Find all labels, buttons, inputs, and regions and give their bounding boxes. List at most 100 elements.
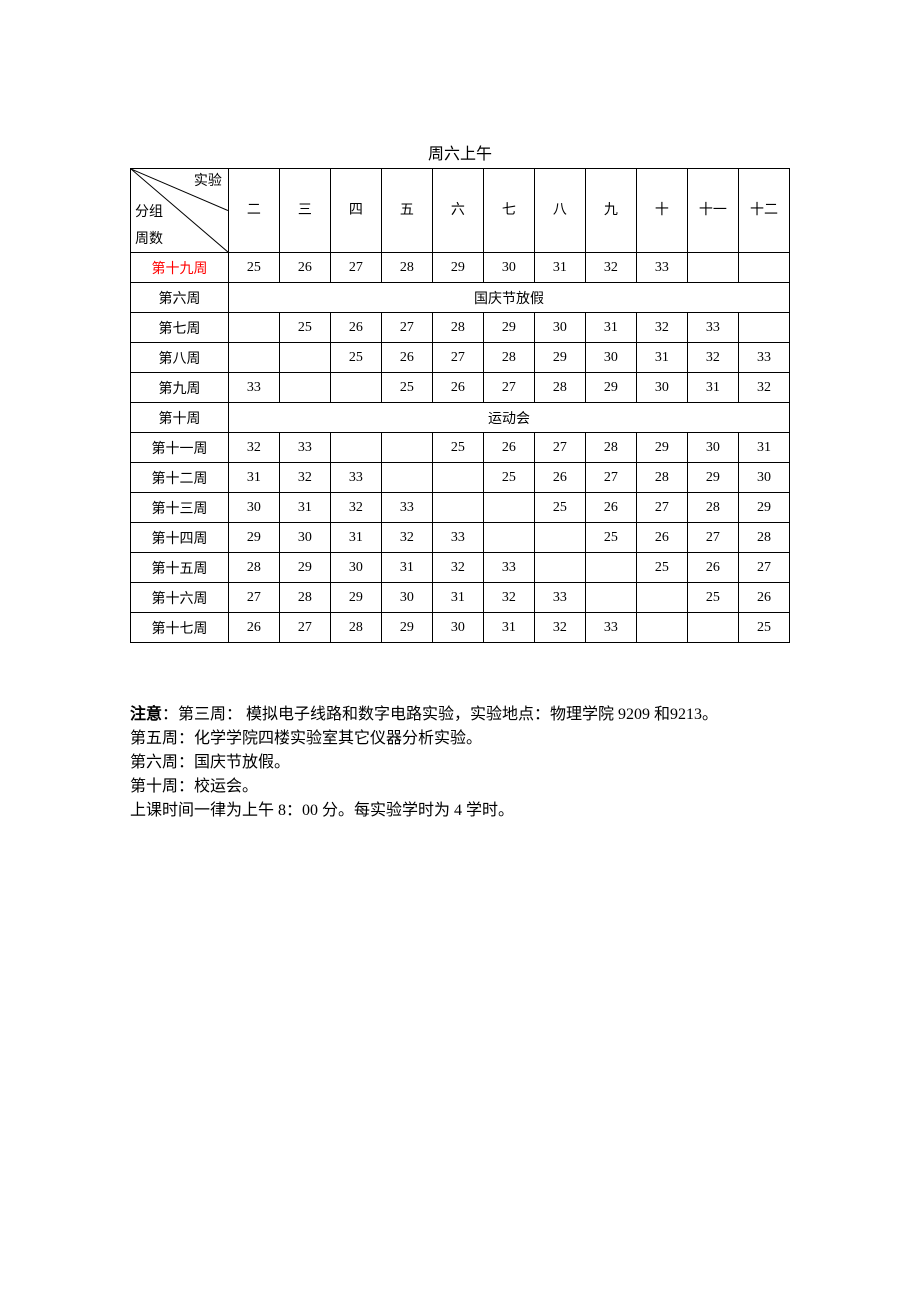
row-label: 第十三周 xyxy=(131,493,229,523)
data-cell: 29 xyxy=(636,433,687,463)
table-row: 第八周252627282930313233 xyxy=(131,343,790,373)
data-cell: 33 xyxy=(534,583,585,613)
data-cell: 25 xyxy=(534,493,585,523)
data-cell xyxy=(381,463,432,493)
row-label: 第十四周 xyxy=(131,523,229,553)
data-cell xyxy=(228,313,279,343)
data-cell xyxy=(483,493,534,523)
data-cell: 29 xyxy=(381,613,432,643)
data-cell: 26 xyxy=(687,553,738,583)
note-line: 上课时间一律为上午 8：00 分。每实验学时为 4 学时。 xyxy=(130,799,790,823)
row-label: 第十五周 xyxy=(131,553,229,583)
data-cell xyxy=(483,523,534,553)
data-cell: 29 xyxy=(534,343,585,373)
data-cell: 29 xyxy=(228,523,279,553)
data-cell: 26 xyxy=(432,373,483,403)
data-cell xyxy=(687,613,738,643)
data-cell: 29 xyxy=(687,463,738,493)
data-cell: 26 xyxy=(738,583,789,613)
data-cell: 28 xyxy=(687,493,738,523)
data-cell: 31 xyxy=(279,493,330,523)
data-cell xyxy=(534,523,585,553)
data-cell: 30 xyxy=(534,313,585,343)
data-cell: 27 xyxy=(432,343,483,373)
data-cell: 28 xyxy=(483,343,534,373)
data-cell: 30 xyxy=(483,253,534,283)
data-cell xyxy=(279,373,330,403)
table-row: 第十九周252627282930313233 xyxy=(131,253,790,283)
note-text: ：第三周： 模拟电子线路和数字电路实验，实验地点：物理学院 9209 和9213… xyxy=(162,706,718,723)
row-label: 第八周 xyxy=(131,343,229,373)
col-header: 四 xyxy=(330,169,381,253)
data-cell xyxy=(432,493,483,523)
notes-block: 注意：第三周： 模拟电子线路和数字电路实验，实验地点：物理学院 9209 和92… xyxy=(130,703,790,823)
col-header: 八 xyxy=(534,169,585,253)
data-cell: 25 xyxy=(738,613,789,643)
row-label: 第十七周 xyxy=(131,613,229,643)
data-cell: 29 xyxy=(330,583,381,613)
data-cell: 26 xyxy=(483,433,534,463)
data-cell: 27 xyxy=(381,313,432,343)
data-cell: 33 xyxy=(279,433,330,463)
data-cell: 28 xyxy=(381,253,432,283)
data-cell: 27 xyxy=(534,433,585,463)
corner-top-label: 实验 xyxy=(194,173,222,191)
data-cell: 27 xyxy=(228,583,279,613)
data-cell xyxy=(381,433,432,463)
data-cell: 27 xyxy=(687,523,738,553)
data-cell: 25 xyxy=(381,373,432,403)
data-cell: 25 xyxy=(432,433,483,463)
data-cell: 26 xyxy=(330,313,381,343)
data-cell: 33 xyxy=(432,523,483,553)
data-cell xyxy=(636,613,687,643)
page-title: 周六上午 xyxy=(130,140,790,164)
data-cell: 32 xyxy=(585,253,636,283)
table-row: 第九周332526272829303132 xyxy=(131,373,790,403)
data-cell: 26 xyxy=(534,463,585,493)
col-header: 七 xyxy=(483,169,534,253)
data-cell: 32 xyxy=(738,373,789,403)
table-row: 第十七周262728293031323325 xyxy=(131,613,790,643)
data-cell xyxy=(687,253,738,283)
data-cell: 25 xyxy=(687,583,738,613)
data-cell: 26 xyxy=(636,523,687,553)
data-cell: 32 xyxy=(432,553,483,583)
data-cell: 25 xyxy=(330,343,381,373)
data-cell: 33 xyxy=(228,373,279,403)
data-cell: 28 xyxy=(534,373,585,403)
table-row: 第十五周282930313233252627 xyxy=(131,553,790,583)
table-row: 第十一周323325262728293031 xyxy=(131,433,790,463)
data-cell: 26 xyxy=(381,343,432,373)
data-cell: 31 xyxy=(687,373,738,403)
note-line: 第六周：国庆节放假。 xyxy=(130,751,790,775)
data-cell: 31 xyxy=(432,583,483,613)
table-row: 第六周国庆节放假 xyxy=(131,283,790,313)
note-prefix: 注意 xyxy=(130,706,162,723)
data-cell: 27 xyxy=(330,253,381,283)
data-cell: 31 xyxy=(381,553,432,583)
data-cell xyxy=(585,553,636,583)
row-label: 第十六周 xyxy=(131,583,229,613)
data-cell xyxy=(738,313,789,343)
row-label: 第十一周 xyxy=(131,433,229,463)
merged-cell: 国庆节放假 xyxy=(228,283,789,313)
data-cell: 25 xyxy=(585,523,636,553)
data-cell: 30 xyxy=(279,523,330,553)
data-cell: 30 xyxy=(330,553,381,583)
row-label: 第六周 xyxy=(131,283,229,313)
data-cell: 26 xyxy=(585,493,636,523)
data-cell: 26 xyxy=(279,253,330,283)
data-cell: 29 xyxy=(432,253,483,283)
data-cell: 33 xyxy=(636,253,687,283)
data-cell: 33 xyxy=(585,613,636,643)
data-cell: 30 xyxy=(636,373,687,403)
col-header: 十 xyxy=(636,169,687,253)
row-label: 第九周 xyxy=(131,373,229,403)
data-cell: 30 xyxy=(687,433,738,463)
note-line: 第五周：化学学院四楼实验室其它仪器分析实验。 xyxy=(130,727,790,751)
data-cell: 29 xyxy=(483,313,534,343)
data-cell: 28 xyxy=(585,433,636,463)
col-header: 五 xyxy=(381,169,432,253)
header-row: 实验 分组 周数 二 三 四 五 六 七 八 九 十 十一 十二 xyxy=(131,169,790,253)
data-cell: 25 xyxy=(483,463,534,493)
